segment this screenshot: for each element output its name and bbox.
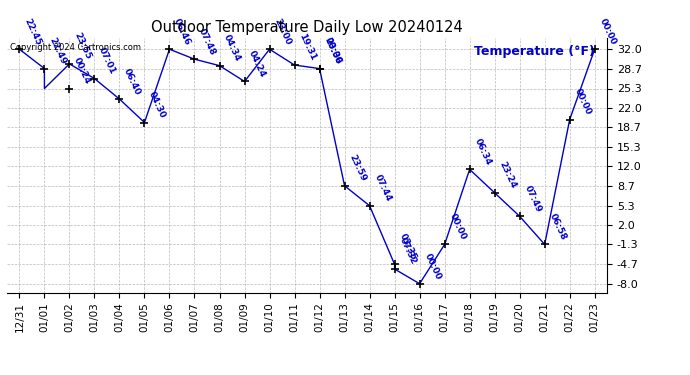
Text: 07:32: 07:32 bbox=[397, 237, 417, 266]
Text: 07:49: 07:49 bbox=[522, 183, 543, 213]
Text: 00:00: 00:00 bbox=[447, 212, 467, 242]
Text: 06:58: 06:58 bbox=[547, 212, 568, 242]
Text: Temperature (°F): Temperature (°F) bbox=[474, 45, 595, 58]
Text: 07:48: 07:48 bbox=[197, 27, 217, 56]
Title: Outdoor Temperature Daily Low 20240124: Outdoor Temperature Daily Low 20240124 bbox=[151, 20, 463, 35]
Text: Copyright 2024 Cartronics.com: Copyright 2024 Cartronics.com bbox=[10, 43, 141, 52]
Text: 19:31: 19:31 bbox=[297, 32, 317, 62]
Text: 00:00: 00:00 bbox=[573, 87, 593, 117]
Text: 00:24: 00:24 bbox=[72, 56, 92, 86]
Text: 23:24: 23:24 bbox=[497, 160, 518, 190]
Text: 07:44: 07:44 bbox=[373, 173, 393, 203]
Text: 07:01: 07:01 bbox=[97, 46, 117, 76]
Text: 00:00: 00:00 bbox=[422, 252, 442, 281]
Text: 00:00: 00:00 bbox=[322, 36, 342, 66]
Text: 23:59: 23:59 bbox=[347, 153, 368, 183]
Text: 22:45: 22:45 bbox=[22, 16, 43, 46]
Text: 00:00: 00:00 bbox=[598, 17, 618, 46]
Text: 03:35: 03:35 bbox=[397, 232, 417, 262]
Text: 04:24: 04:24 bbox=[247, 49, 268, 79]
Text: 06:40: 06:40 bbox=[122, 67, 142, 96]
Text: 23:00: 23:00 bbox=[273, 17, 293, 46]
Text: 23:55: 23:55 bbox=[72, 32, 92, 61]
Text: 04:30: 04:30 bbox=[147, 90, 168, 120]
Text: 23:36: 23:36 bbox=[322, 36, 343, 66]
Text: 06:46: 06:46 bbox=[172, 17, 193, 46]
Text: 22:49: 22:49 bbox=[47, 36, 68, 66]
Text: 06:34: 06:34 bbox=[473, 137, 493, 166]
Text: 04:34: 04:34 bbox=[222, 33, 243, 63]
